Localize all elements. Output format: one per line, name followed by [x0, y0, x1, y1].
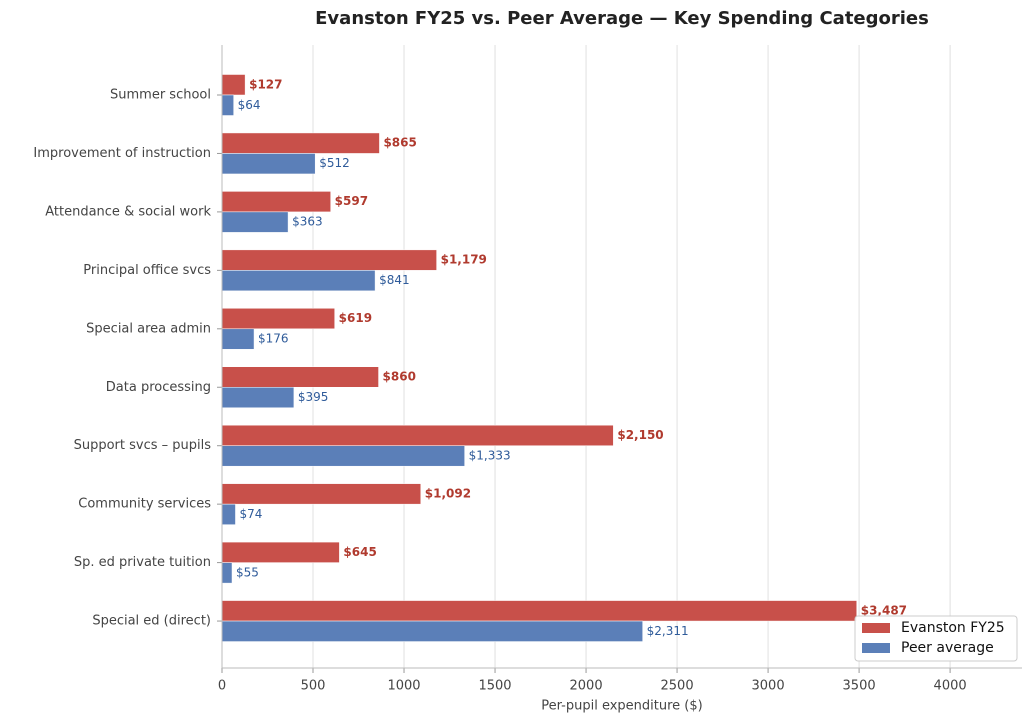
bar [221, 366, 379, 388]
y-tick-label: Principal office svcs [83, 263, 211, 278]
value-label: $127 [249, 77, 282, 91]
x-tick-label: 1500 [478, 679, 511, 694]
value-label: $395 [298, 390, 329, 404]
legend-label: Peer average [901, 640, 994, 656]
y-tick-label: Sp. ed private tuition [74, 555, 211, 570]
legend-swatch [862, 623, 890, 633]
bar [221, 562, 233, 584]
bar [221, 308, 335, 330]
value-label: $597 [335, 194, 368, 208]
bar [221, 483, 422, 505]
value-label: $841 [379, 273, 410, 287]
value-label: $176 [258, 332, 289, 346]
value-label: $1,179 [441, 253, 487, 267]
x-tick-label: 3500 [843, 679, 876, 694]
bar [221, 74, 246, 96]
x-tick-label: 500 [301, 679, 326, 694]
x-tick-label: 3000 [752, 679, 785, 694]
bar [221, 328, 255, 350]
y-tick-label: Special ed (direct) [92, 614, 211, 629]
value-label: $865 [383, 136, 416, 150]
value-label: $1,333 [469, 448, 511, 462]
legend-swatch [862, 643, 890, 653]
value-label: $55 [236, 565, 259, 579]
legend-box [854, 615, 1018, 662]
value-label: $860 [383, 370, 416, 384]
value-label: $3,487 [861, 603, 907, 617]
bar [221, 191, 331, 213]
legend-label: Evanston FY25 [901, 620, 1005, 636]
chart-title: Evanston FY25 vs. Peer Average — Key Spe… [315, 8, 929, 29]
legend: Evanston FY25 Peer average [854, 615, 1018, 662]
bar [221, 600, 857, 622]
y-tick-label: Improvement of instruction [33, 146, 211, 161]
y-tick-label: Attendance & social work [45, 204, 211, 219]
bar [221, 211, 289, 233]
value-label: $512 [319, 156, 350, 170]
x-tick-label: 4000 [934, 679, 967, 694]
y-tick-label: Support svcs – pupils [74, 438, 212, 453]
bar [221, 445, 465, 467]
value-label: $2,150 [617, 428, 663, 442]
y-tick-label: Data processing [106, 380, 211, 395]
bar [221, 387, 295, 408]
x-axis-label: Per-pupil expenditure ($) [541, 699, 702, 714]
bar [221, 620, 643, 642]
bar [221, 424, 614, 446]
x-tick-label: 1000 [387, 679, 420, 694]
value-label: $619 [339, 311, 372, 325]
bar [221, 132, 380, 154]
value-label: $74 [239, 507, 262, 521]
x-tick-label: 2500 [661, 679, 694, 694]
value-label: $363 [292, 215, 323, 229]
value-label: $1,092 [425, 486, 471, 500]
value-label: $64 [238, 98, 261, 112]
y-tick-label: Special area admin [86, 321, 211, 336]
value-label: $2,311 [647, 624, 689, 638]
x-tick-label: 0 [218, 679, 226, 694]
value-label: $645 [343, 545, 376, 559]
y-tick-label: Summer school [110, 88, 211, 103]
x-tick-label: 2000 [570, 679, 603, 694]
bar [221, 541, 340, 563]
bar [221, 153, 316, 175]
y-tick-label: Community services [78, 497, 211, 512]
bar [221, 270, 376, 292]
bar [221, 94, 234, 116]
bar [221, 249, 437, 271]
bar [221, 503, 236, 525]
